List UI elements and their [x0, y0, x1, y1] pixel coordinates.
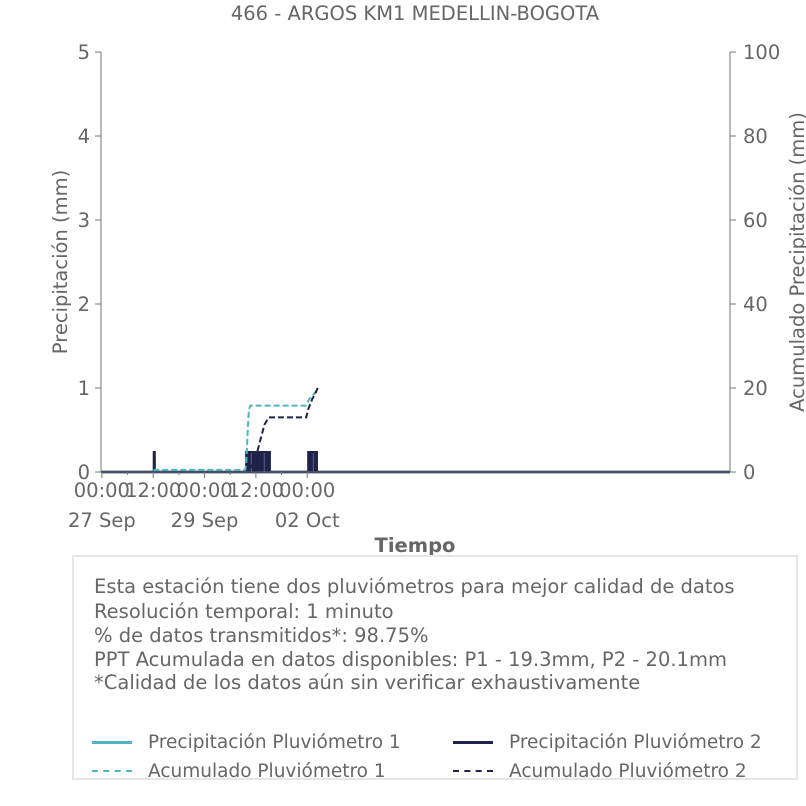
left-tick-label: 2 — [78, 293, 90, 316]
precip-burst — [245, 451, 271, 472]
legend-swatch — [453, 740, 493, 744]
legend-swatch — [453, 770, 493, 772]
left-tick-label: 1 — [78, 377, 90, 400]
info-line-quality: *Calidad de los datos aún sin verificar … — [94, 671, 641, 694]
x-tick-label: 00:00 — [279, 479, 335, 502]
plot-area — [101, 387, 730, 474]
x-tick-label: 12:00 — [125, 479, 181, 502]
legend-item-precip-p1[interactable]: Precipitación Pluviómetro 1 — [92, 730, 401, 754]
legend-item-accum-p2[interactable]: Acumulado Pluviómetro 2 — [453, 759, 747, 783]
series-Precipitación Pluviómetro 1 — [101, 451, 730, 474]
x-tick-label: 00:00 — [176, 479, 232, 502]
right-axis-label: Acumulado Precipitación (mm) — [786, 112, 806, 412]
info-line-transmitted: % de datos transmitidos*: 98.75% — [94, 624, 429, 647]
left-axis-label: Precipitación (mm) — [49, 170, 72, 354]
x-tick-date-label: 27 Sep — [68, 509, 136, 532]
left-tick-label: 0 — [78, 461, 90, 484]
legend-swatch — [92, 770, 132, 772]
info-line-stations: Esta estación tiene dos pluviómetros par… — [94, 575, 735, 598]
info-panel: Esta estación tiene dos pluviómetros par… — [72, 555, 798, 783]
info-line-resolution: Resolución temporal: 1 minuto — [94, 600, 394, 623]
right-tick-label: 40 — [743, 293, 768, 316]
precip-burst — [307, 451, 318, 472]
legend-item-accum-p1[interactable]: Acumulado Pluviómetro 1 — [92, 759, 386, 783]
right-tick-label: 100 — [743, 41, 780, 64]
left-tick-label: 4 — [78, 125, 90, 148]
legend-item-precip-p2[interactable]: Precipitación Pluviómetro 2 — [453, 730, 762, 754]
left-tick-label: 3 — [78, 209, 90, 232]
x-tick-date-label: 02 Oct — [275, 509, 340, 532]
right-tick-label: 20 — [743, 377, 768, 400]
legend-label: Precipitación Pluviómetro 1 — [148, 731, 401, 753]
left-tick-label: 5 — [78, 41, 90, 64]
x-tick-label: 12:00 — [228, 479, 284, 502]
series-Precipitación Pluviómetro 2 — [101, 451, 730, 474]
right-tick-label: 80 — [743, 125, 768, 148]
legend-swatch — [92, 740, 132, 744]
legend-label: Precipitación Pluviómetro 2 — [509, 731, 762, 753]
x-tick-date-label: 29 Sep — [171, 509, 239, 532]
right-tick-label: 0 — [743, 461, 755, 484]
right-tick-label: 60 — [743, 209, 768, 232]
series-Acumulado Pluviómetro 1 — [101, 390, 319, 473]
legend-label: Acumulado Pluviómetro 1 — [148, 760, 386, 782]
series-Acumulado Pluviómetro 2 — [101, 387, 319, 473]
x-tick-label: 00:00 — [74, 479, 130, 502]
chart-title: 466 - ARGOS KM1 MEDELLIN-BOGOTA — [231, 2, 600, 25]
legend-label: Acumulado Pluviómetro 2 — [509, 760, 747, 782]
info-line-accumulated: PPT Acumulada en datos disponibles: P1 -… — [94, 648, 727, 671]
x-axis-label: Tiempo — [375, 534, 456, 557]
